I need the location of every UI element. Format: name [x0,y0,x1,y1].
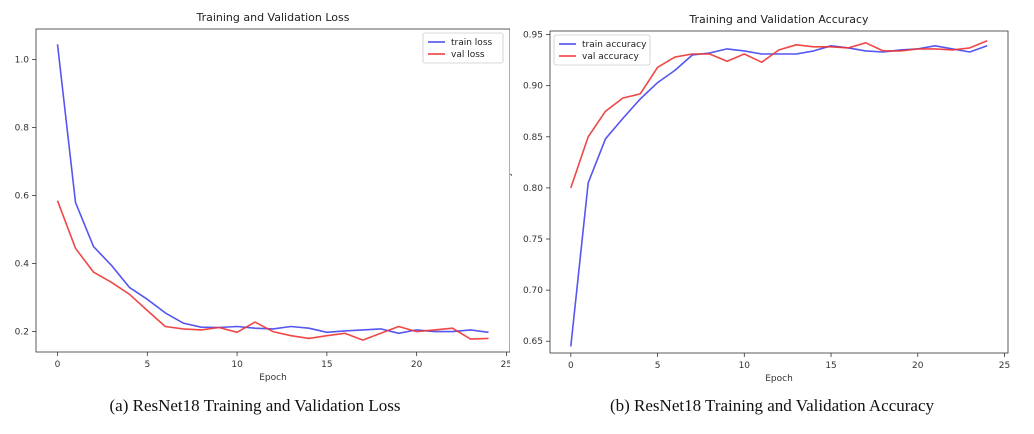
y-tick-label: 0.70 [523,286,543,296]
x-tick-label: 0 [55,360,61,370]
x-tick-label: 15 [321,360,332,370]
legend-label: train loss [451,38,493,48]
y-tick-label: 0.75 [523,235,543,245]
x-axis-label: Epoch [259,373,287,383]
y-axis-label: Accuracy [510,171,513,213]
legend-label: val loss [451,50,485,60]
series-line-val-accuracy [570,39,988,189]
accuracy-chart: Training and Validation Accuracy 0 5 10 15 20… [503,13,1010,384]
x-tick-label: 20 [912,361,924,371]
series-line-val-loss [56,200,489,341]
legend: train loss val loss [422,32,504,64]
y-tick-label: 0.4 [15,260,30,270]
x-tick-label: 10 [739,361,751,371]
loss-chart-caption: (a) ResNet18 Training and Validation Los… [109,396,401,415]
y-tick-label: 1.0 [15,56,30,66]
plot-frame [35,28,511,353]
x-tick-label: 25 [999,361,1010,371]
loss-chart: Training and Validation Loss 0 5 10 15 20 25 0.… [15,11,512,383]
x-tick-label: 5 [144,360,150,370]
y-tick-label: 0.8 [15,124,30,134]
y-tick-label: 0.95 [523,31,543,41]
x-axis-label: Epoch [765,374,793,384]
y-tick-label: 0.90 [523,82,543,92]
x-tick-label: 0 [568,361,574,371]
legend-label: val accuracy [582,52,639,62]
series-line-train-loss [56,44,489,335]
x-tick-label: 15 [825,361,836,371]
x-tick-label: 10 [231,360,243,370]
legend-box [553,34,651,66]
y-tick-label: 0.6 [15,192,30,202]
x-tick-label: 20 [411,360,423,370]
plot-frame [549,30,1009,354]
accuracy-chart-panel: Training and Validation Accuracy 0 5 10 15 20… [503,0,1034,434]
chart-title: Training and Validation Loss [195,11,349,24]
y-tick-label: 0.80 [523,184,543,194]
legend: train accuracy val accuracy [553,34,651,66]
chart-title: Training and Validation Accuracy [688,13,869,26]
legend-label: train accuracy [582,40,647,50]
x-tick-label: 25 [501,360,510,370]
y-tick-label: 0.85 [523,133,543,143]
loss-chart-panel: Training and Validation Loss 0 5 10 15 20 25 0.… [0,0,512,434]
legend-box [422,32,504,64]
series-line-train-accuracy [570,44,988,347]
y-tick-label: 0.65 [523,337,543,347]
y-tick-label: 0.2 [15,328,29,338]
accuracy-chart-caption: (b) ResNet18 Training and Validation Acc… [609,396,935,415]
x-tick-label: 5 [655,361,661,371]
